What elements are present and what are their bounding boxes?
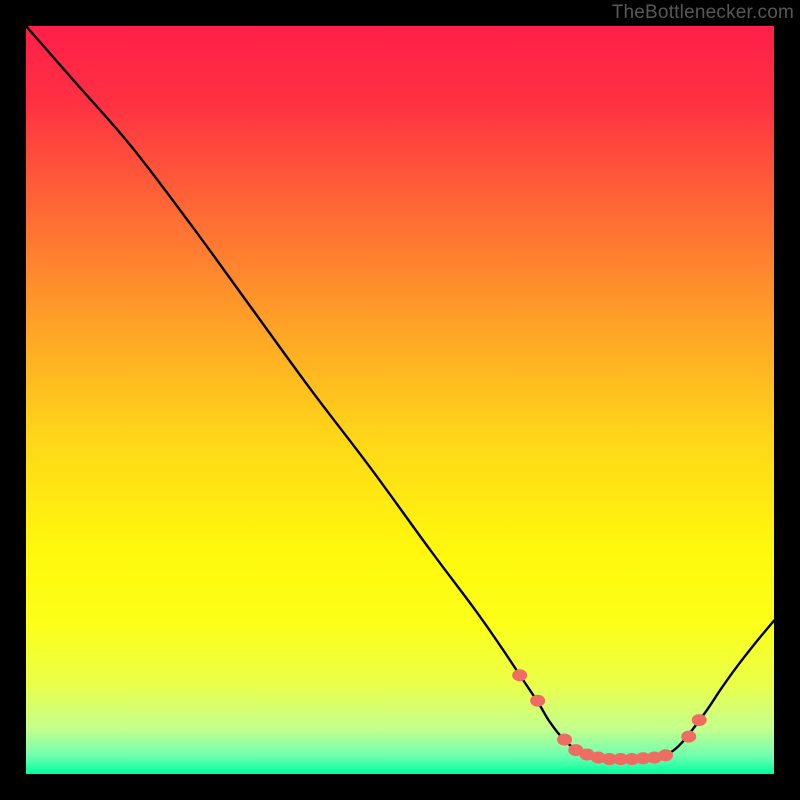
chart-area — [26, 26, 774, 774]
curve-marker — [558, 734, 572, 745]
curve-marker — [692, 715, 706, 726]
curve-marker — [531, 695, 545, 706]
curve-marker — [682, 731, 696, 742]
chart-background — [26, 26, 774, 774]
curve-marker — [659, 750, 673, 761]
curve-marker — [513, 670, 527, 681]
chart-svg — [26, 26, 774, 774]
watermark-text: TheBottlenecker.com — [612, 2, 794, 24]
